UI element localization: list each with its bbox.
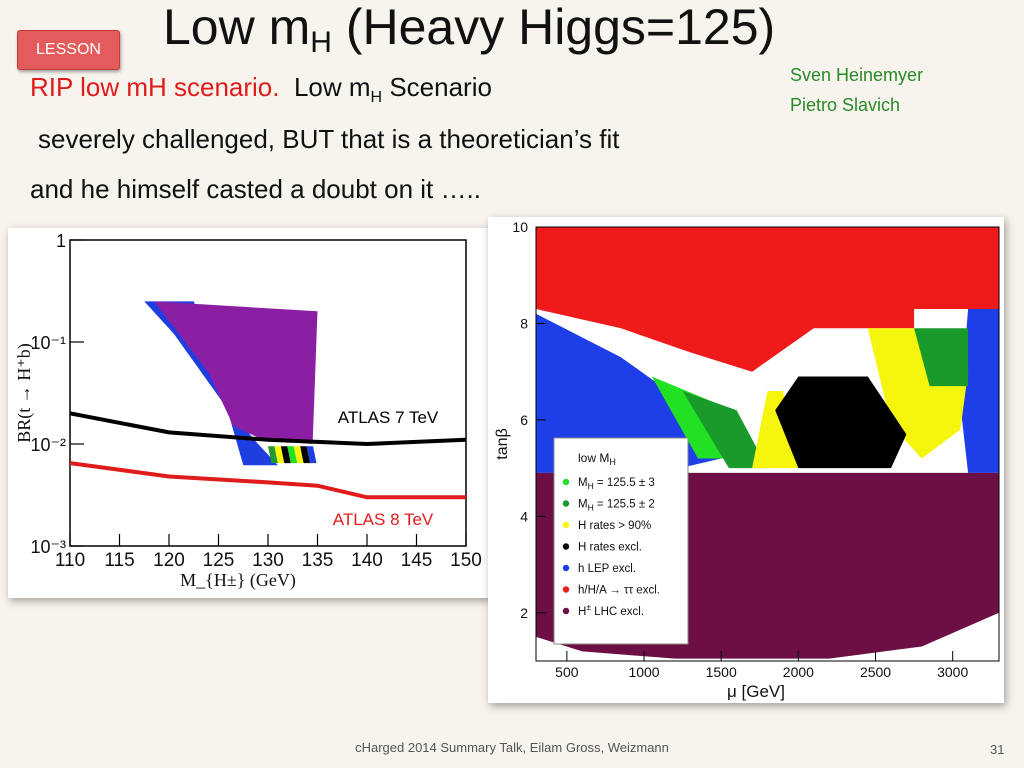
br-chart: 110 115 120 125 130 135 140 145 150 10⁻³ 10⁻² 10⁻¹ 1… (14, 231, 482, 591)
y-tick-label: 6 (520, 412, 528, 428)
legend-marker (562, 586, 570, 593)
series-line-1 (70, 461, 466, 500)
y-tick-label: 2 (520, 605, 528, 621)
legend-label: h LEP excl. (578, 563, 636, 575)
slide-title: Low mH (Heavy Higgs=125) (163, 0, 776, 59)
x-tick-label: 145 (401, 550, 433, 571)
rip-text: RIP low mH scenario. (30, 72, 280, 102)
lep-excluded-region (536, 313, 722, 473)
author-name: Pietro Slavich (790, 95, 901, 115)
legend-label: H± LHC excl. (578, 602, 644, 618)
x-tick-label: 500 (555, 664, 579, 680)
y-tick-label: 4 (520, 508, 528, 524)
x-tick-label: 1500 (706, 664, 737, 680)
series-line-0 (70, 411, 466, 447)
series-label-7tev: ATLAS 7 TeV (338, 408, 439, 427)
blue-excluded-region (144, 301, 278, 466)
y-tick-label: 1 (56, 231, 66, 251)
mh2-region-right (914, 328, 969, 387)
series-label-8tev: ATLAS 8 TeV (333, 510, 434, 529)
lep-excluded-region-right (960, 309, 999, 473)
legend-marker (562, 521, 570, 529)
bullet-line-3: and he himself casted a doubt on it ….. (30, 174, 481, 204)
hrates-excluded-region (775, 376, 907, 469)
legend-label: H rates > 90% (578, 520, 651, 532)
x-tick-label: 2500 (860, 664, 891, 680)
legend-label: H rates excl. (578, 542, 642, 554)
x-tick-label: 150 (450, 550, 482, 571)
x-tick-label: 135 (302, 550, 334, 571)
x-tick-label: 1000 (628, 664, 659, 680)
scan-stripe (293, 446, 304, 464)
y-tick-label: 10⁻² (30, 435, 66, 455)
scan-stripe (306, 446, 317, 464)
hrates-region-left (752, 391, 799, 469)
legend-marker (562, 564, 570, 572)
x-tick-label: 3000 (937, 664, 968, 680)
x-tick-label: 140 (351, 550, 383, 571)
y-tick-label: 10 (512, 219, 528, 235)
legend-title: low MH (578, 451, 616, 467)
y-axis-label: tanβ (494, 428, 511, 459)
legend-label: h/H/A → ττ excl. (578, 585, 660, 597)
bullet-line-1: RIP low mH scenario. Low mH Scenario (30, 72, 492, 107)
scan-stripe (280, 446, 291, 464)
x-tick-label: 115 (104, 550, 134, 571)
lesson-badge: LESSON (17, 30, 120, 70)
bullet-line-2: severely challenged, BUT that is a theor… (38, 124, 620, 154)
scan-stripe (268, 446, 278, 464)
x-tick-label: 120 (153, 550, 185, 571)
x-tick-label: 110 (55, 550, 85, 571)
mh2-region (682, 391, 768, 469)
tanbeta-chart: 500 1000 1500 2000 2500 3000 2 4 6 8 10 μ [GeV] tanβ… (494, 219, 1000, 701)
br-chart-panel: 110 115 120 125 130 135 140 145 150 10⁻³ 10⁻² 10⁻¹ 1… (8, 228, 490, 598)
x-axis-label: μ [GeV] (727, 682, 785, 701)
legend-marker (562, 478, 570, 486)
scan-stripe (287, 446, 298, 464)
x-axis-label: M_{H±} (GeV) (180, 570, 296, 591)
legend-box (553, 437, 689, 645)
tautau-excluded-region (536, 227, 999, 372)
authors: Sven Heinemyer Pietro Slavich (790, 60, 923, 120)
legend-label: MH = 125.5 ± 2 (578, 499, 655, 513)
x-tick-label: 125 (203, 550, 235, 571)
scan-stripe (300, 446, 311, 464)
legend-marker (562, 543, 570, 550)
author-name: Sven Heinemyer (790, 65, 924, 85)
scan-stripe (274, 446, 285, 464)
legend-marker (562, 607, 570, 615)
footer: cHarged 2014 Summary Talk, Eilam Gross, … (355, 740, 669, 755)
x-tick-label: 2000 (783, 664, 814, 680)
y-axis-label: BR(t → H⁺b) (14, 343, 35, 443)
legend-marker (562, 500, 570, 507)
y-tick-label: 10⁻³ (30, 537, 66, 557)
purple-allowed-region (154, 301, 318, 444)
legend-label: MH = 125.5 ± 3 (578, 477, 655, 491)
x-tick-label: 130 (252, 550, 284, 571)
y-tick-label: 10⁻¹ (30, 333, 66, 353)
tanbeta-chart-panel: 500 1000 1500 2000 2500 3000 2 4 6 8 10 μ [GeV] tanβ… (488, 217, 1004, 703)
y-tick-label: 8 (520, 315, 528, 331)
page-number: 31 (990, 742, 1005, 757)
